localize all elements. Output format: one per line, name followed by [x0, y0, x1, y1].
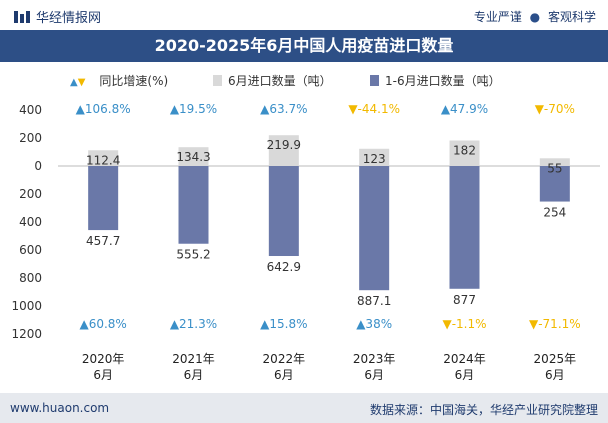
brand-name: 华经情报网	[36, 11, 102, 26]
down-triangle-icon: ▼	[77, 76, 86, 88]
bar-monthly	[359, 148, 390, 166]
data-label-monthly: 112.4	[86, 153, 120, 167]
data-label-monthly: 134.3	[176, 150, 210, 164]
footer-url[interactable]: www.huaon.com	[10, 401, 110, 415]
legend-arrows: ▲▼	[70, 74, 85, 88]
growth-label-cumulative: ▼-1.1%	[442, 317, 486, 331]
data-label-cumulative: 555.2	[176, 248, 210, 262]
bar-monthly	[268, 135, 299, 166]
growth-label-monthly: ▲19.5%	[170, 102, 217, 116]
x-tick-label: 6月	[274, 368, 294, 382]
bar-monthly	[178, 147, 209, 166]
x-tick-label: 6月	[545, 368, 565, 382]
growth-label-cumulative: ▲60.8%	[79, 317, 126, 331]
data-label-cumulative: 642.9	[267, 260, 301, 274]
x-tick-label: 2020年	[82, 352, 125, 366]
bar-cumulative	[268, 166, 299, 257]
legend-monthly-swatch	[213, 75, 222, 86]
chart-title: 2020-2025年6月中国人用疫苗进口数量	[0, 30, 608, 62]
bar-monthly	[449, 140, 480, 166]
x-tick-label: 6月	[184, 368, 204, 382]
x-tick-label: 6月	[364, 368, 384, 382]
bar-cumulative	[539, 166, 570, 202]
x-tick-label: 6月	[93, 368, 113, 382]
slogan-right: 客观科学	[547, 10, 596, 24]
y-tick-label: 400	[19, 103, 42, 117]
growth-label-monthly: ▲47.9%	[441, 102, 488, 116]
bullet-icon: ●	[529, 10, 541, 24]
growth-label-monthly: ▲106.8%	[76, 102, 131, 116]
data-label-monthly: 182	[453, 144, 476, 158]
slogan: 专业严谨 ● 客观科学	[474, 8, 596, 25]
y-tick-label: 0	[34, 159, 42, 173]
y-tick-label: 800	[19, 271, 42, 285]
footer: www.huaon.com 数据来源：中国海关，华经产业研究院整理	[0, 393, 608, 423]
legend-growth: ▲▼ 同比增速(%)	[70, 72, 168, 89]
y-tick-label: 1200	[11, 327, 42, 341]
bar-cumulative	[449, 166, 480, 289]
data-label-cumulative: 254	[543, 206, 566, 220]
y-tick-label: 200	[19, 187, 42, 201]
slogan-left: 专业严谨	[473, 10, 522, 24]
legend-cumulative: 1-6月进口数量（吨）	[370, 72, 501, 89]
x-tick-label: 2025年	[534, 352, 577, 366]
x-tick-label: 6月	[455, 368, 475, 382]
data-label-cumulative: 457.7	[86, 234, 120, 248]
bar-cumulative	[359, 166, 390, 291]
data-label-cumulative: 887.1	[357, 294, 391, 308]
y-tick-label: 600	[19, 243, 42, 257]
x-tick-label: 2022年	[263, 352, 306, 366]
data-label-cumulative: 877	[453, 293, 476, 307]
legend-growth-label: 同比增速(%)	[99, 74, 169, 88]
chart-plot: 400 200 0 200 400 600 800 1000 1200 112.4 457.7 ▲10…	[11, 102, 600, 382]
growth-label-cumulative: ▼-71.1%	[529, 317, 581, 331]
legend-monthly-label: 6月进口数量（吨）	[228, 74, 332, 88]
data-label-monthly: 219.9	[267, 138, 301, 152]
brand-logo-icon	[14, 10, 30, 23]
data-label-monthly: 123	[363, 152, 386, 166]
legend-monthly: 6月进口数量（吨）	[213, 72, 332, 89]
bar-cumulative	[88, 166, 119, 231]
x-tick-label: 2023年	[353, 352, 396, 366]
growth-label-cumulative: ▲15.8%	[260, 317, 307, 331]
x-tick-label: 2024年	[443, 352, 486, 366]
x-tick-label: 2021年	[172, 352, 215, 366]
y-tick-label: 200	[19, 131, 42, 145]
legend-cumulative-swatch	[370, 75, 379, 86]
legend: ▲▼ 同比增速(%) 6月进口数量（吨） 1-6月进口数量（吨）	[0, 72, 608, 90]
bar-monthly	[539, 158, 570, 166]
footer-source: 数据来源：中国海关，华经产业研究院整理	[369, 403, 598, 417]
brand[interactable]: 华经情报网	[14, 7, 101, 26]
top-bar: 华经情报网 专业严谨 ● 客观科学	[0, 0, 608, 30]
growth-label-monthly: ▼-44.1%	[348, 102, 400, 116]
growth-label-monthly: ▲63.7%	[260, 102, 307, 116]
growth-label-monthly: ▼-70%	[535, 102, 575, 116]
bar-monthly	[88, 150, 119, 166]
growth-label-cumulative: ▲38%	[356, 317, 392, 331]
data-label-monthly: 55	[547, 161, 562, 175]
y-tick-label: 1000	[11, 299, 42, 313]
y-tick-label: 400	[19, 215, 42, 229]
bar-cumulative	[178, 166, 209, 244]
growth-label-cumulative: ▲21.3%	[170, 317, 217, 331]
up-triangle-icon: ▲	[70, 76, 78, 88]
legend-cumulative-label: 1-6月进口数量（吨）	[385, 74, 501, 88]
